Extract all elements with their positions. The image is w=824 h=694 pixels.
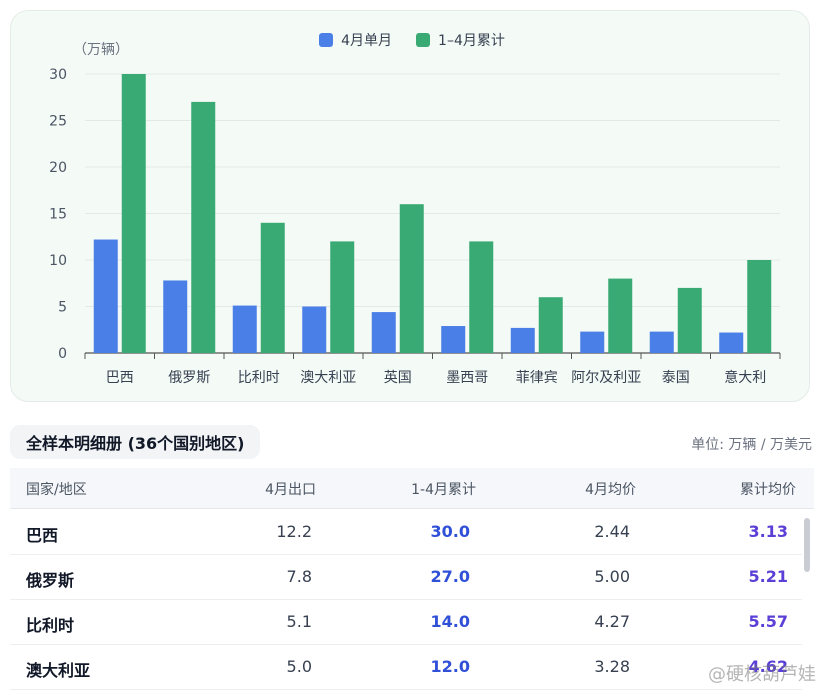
cell-cumulative-price: 5.57 (748, 612, 788, 631)
cell-april-export: 5.0 (286, 657, 312, 676)
table-row[interactable]: 澳大利亚 5.0 12.0 3.28 4.62 (10, 645, 802, 690)
cell-cumulative: 27.0 (430, 567, 470, 586)
bar-monthly (441, 326, 466, 353)
detail-table[interactable]: 国家/地区 4月出口 1-4月累计 4月均价 累计均价 巴西 12.2 30.0… (10, 468, 814, 694)
units-note: 单位: 万辆 / 万美元 (691, 437, 812, 453)
cell-cumulative-price: 4.62 (748, 657, 788, 676)
header-april-export: 4月出口 (265, 482, 316, 498)
cell-cumulative: 30.0 (430, 522, 470, 541)
cell-april-export: 5.1 (286, 612, 312, 631)
x-tick-label: 墨西哥 (446, 370, 488, 386)
bar-cumulative (538, 297, 563, 353)
y-tick-label: 15 (49, 207, 67, 223)
table-title: 全样本明细册 (36个国别地区) (10, 425, 261, 459)
bar-cumulative (121, 74, 146, 353)
bar-cumulative (399, 204, 424, 353)
bar-monthly (649, 331, 674, 353)
bar-cumulative (677, 287, 702, 353)
bar-cumulative (330, 241, 355, 353)
x-tick-label: 巴西 (106, 370, 134, 386)
header-april-price: 4月均价 (585, 482, 636, 498)
x-tick-label: 英国 (384, 369, 412, 386)
table-row[interactable]: 比利时 5.1 14.0 4.27 5.57 (10, 600, 802, 645)
y-tick-label: 30 (49, 67, 67, 83)
x-tick-label: 阿尔及利亚 (571, 370, 641, 386)
bar-monthly (232, 305, 257, 353)
legend-label-monthly: 4月单月 (341, 33, 393, 49)
bar-chart: 0 5 10 15 20 25 30 巴西 俄罗斯 比利时 澳大利亚 英国 墨西哥 菲律宾 阿尔及利亚 泰国 意… (49, 67, 781, 386)
cell-country: 俄罗斯 (26, 571, 75, 590)
y-tick-label: 20 (49, 160, 67, 176)
cell-cumulative: 12.0 (430, 657, 470, 676)
bar-monthly (371, 312, 396, 353)
table-row[interactable]: 俄罗斯 7.8 27.0 5.00 5.21 (10, 555, 802, 600)
bar-cumulative (608, 278, 633, 353)
legend-swatch-monthly (319, 33, 334, 47)
cell-cumulative: 14.0 (430, 612, 470, 631)
cell-april-export: 7.8 (286, 567, 312, 586)
cell-cumulative-price: 5.21 (748, 567, 788, 586)
table-header: 国家/地区 4月出口 1-4月累计 4月均价 累计均价 (10, 468, 814, 509)
bar-cumulative (747, 260, 772, 353)
x-tick-label: 泰国 (662, 370, 690, 386)
header-cumulative: 1-4月累计 (411, 482, 476, 498)
cell-country: 巴西 (26, 526, 59, 545)
cell-april-price: 3.28 (594, 657, 630, 676)
cell-april-price: 4.27 (594, 612, 630, 631)
watermark: @硬核葫芦娃 (708, 664, 816, 685)
bar-cumulative (469, 241, 494, 353)
cell-country: 澳大利亚 (26, 661, 91, 680)
y-tick-label: 10 (49, 253, 67, 269)
bar-monthly (302, 306, 327, 353)
x-tick-label: 菲律宾 (516, 370, 558, 386)
y-unit-label: （万辆） (73, 42, 129, 58)
header-cumulative-price: 累计均价 (740, 482, 796, 498)
cell-april-export: 12.2 (276, 522, 312, 541)
y-tick-label: 5 (58, 300, 67, 316)
cell-april-price: 2.44 (594, 522, 630, 541)
bar-monthly (580, 331, 605, 353)
legend-item-cumulative: 1–4月累计 (416, 30, 505, 50)
legend-item-monthly: 4月单月 (319, 30, 392, 50)
x-tick-label: 比利时 (238, 370, 280, 386)
bar-monthly (510, 327, 535, 353)
bar-monthly (93, 239, 118, 353)
header-country: 国家/地区 (26, 482, 87, 498)
x-tick-label: 澳大利亚 (300, 370, 356, 386)
bar-cumulative (260, 222, 285, 353)
table-row[interactable]: 巴西 12.2 30.0 2.44 3.13 (10, 510, 802, 555)
bar-cumulative (191, 101, 216, 354)
x-tick-label: 意大利 (724, 369, 766, 386)
x-tick-label: 俄罗斯 (168, 370, 210, 386)
cell-april-price: 5.00 (594, 567, 630, 586)
y-tick-label: 25 (49, 114, 67, 130)
table-scrollbar[interactable] (804, 518, 810, 572)
y-tick-label: 0 (58, 346, 67, 362)
cell-cumulative-price: 3.13 (748, 522, 788, 541)
legend-swatch-cumulative (416, 33, 431, 47)
legend-label-cumulative: 1–4月累计 (438, 33, 505, 49)
bar-monthly (163, 280, 188, 353)
cell-country: 比利时 (26, 616, 75, 635)
chart-legend: 4月单月 1–4月累计 (0, 30, 824, 50)
bar-monthly (719, 332, 744, 353)
